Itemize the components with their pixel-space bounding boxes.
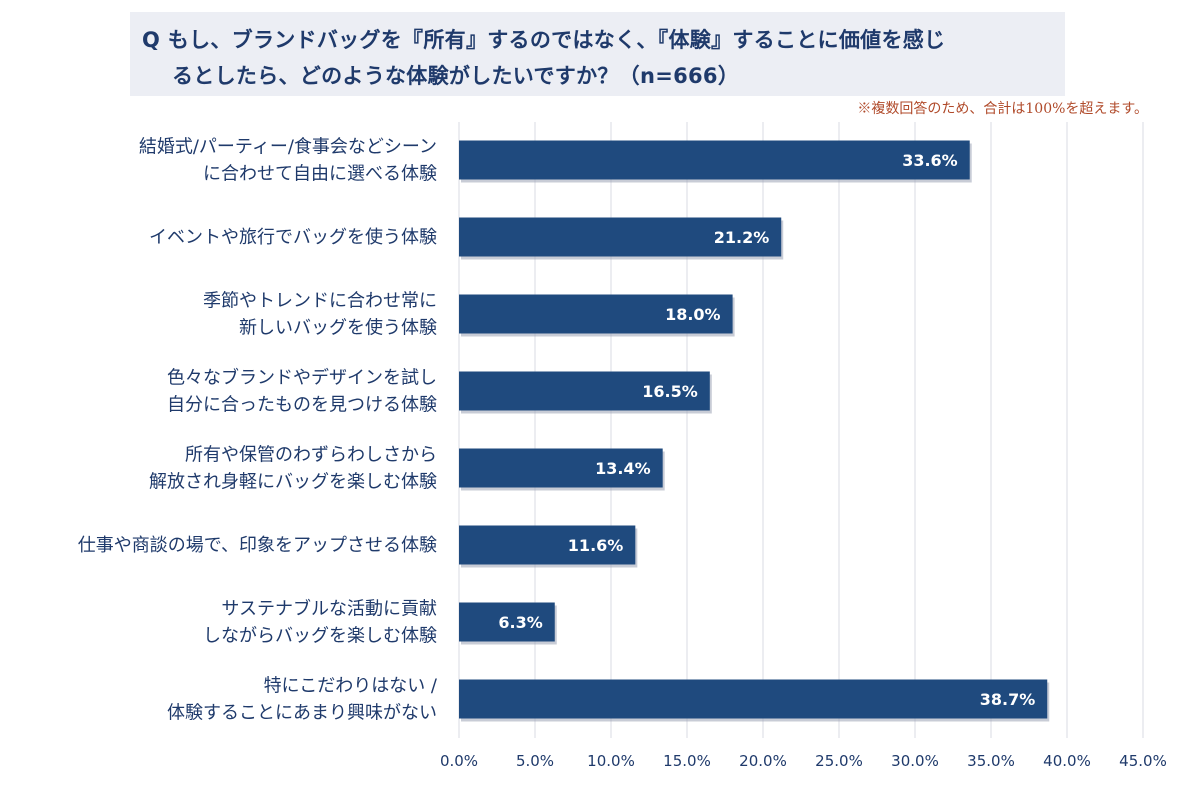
category-label: 体験することにあまり興味がない (167, 703, 437, 724)
category-label: に合わせて自由に選べる体験 (203, 164, 437, 185)
bar (459, 294, 733, 334)
category-label: しながらバッグを楽しむ体験 (203, 626, 437, 647)
bar (459, 140, 970, 180)
value-label: 11.6% (568, 536, 624, 555)
category-label: 季節やトレンドに合わせ常に (203, 291, 437, 312)
category-label: 新しいバッグを使う体験 (239, 318, 437, 339)
value-label: 21.2% (714, 228, 770, 247)
x-tick-label: 30.0% (891, 752, 939, 770)
value-label: 18.0% (665, 305, 721, 324)
value-label: 33.6% (902, 151, 958, 170)
category-label: 結婚式/パーティー/食事会などシーン (139, 137, 437, 158)
x-tick-label: 10.0% (587, 752, 635, 770)
bar (459, 448, 663, 488)
x-tick-label: 35.0% (967, 752, 1015, 770)
bar (459, 371, 710, 411)
x-tick-label: 5.0% (516, 752, 554, 770)
category-label: 所有や保管のわずらわしさから (185, 445, 437, 466)
x-tick-label: 20.0% (739, 752, 787, 770)
question-title-line-2: るとしたら、どのような体験がしたいですか？（n=666） (172, 64, 740, 88)
question-title-box: Q もし、ブランドバッグを『所有』するのではなく、『体験』することに価値を感じ … (130, 12, 1065, 96)
category-label: イベントや旅行でバッグを使う体験 (149, 227, 437, 248)
bar (459, 602, 555, 642)
question-title-line-1: Q もし、ブランドバッグを『所有』するのではなく、『体験』することに価値を感じ (142, 28, 946, 52)
value-label: 16.5% (642, 382, 698, 401)
category-label: 仕事や商談の場で、印象をアップさせる体験 (78, 535, 437, 556)
category-label: 自分に合ったものを見つける体験 (167, 395, 437, 416)
x-tick-label: 40.0% (1043, 752, 1091, 770)
bar (459, 525, 636, 565)
category-label: 特にこだわりはない / (264, 676, 438, 697)
category-label: サステナブルな活動に貢献 (221, 598, 437, 620)
multiple-answer-note: ※複数回答のため、合計は100%を超えます。 (857, 101, 1148, 117)
category-label: 色々なブランドやデザインを試し (167, 367, 437, 389)
category-label: 解放され身軽にバッグを楽しむ体験 (149, 472, 437, 493)
value-label: 38.7% (980, 690, 1036, 709)
bar (459, 217, 782, 257)
bar (459, 679, 1048, 719)
value-label: 13.4% (595, 459, 651, 478)
x-tick-label: 15.0% (663, 752, 711, 770)
x-tick-label: 45.0% (1119, 752, 1167, 770)
x-tick-label: 0.0% (440, 752, 478, 770)
x-tick-label: 25.0% (815, 752, 863, 770)
value-label: 6.3% (498, 613, 542, 632)
